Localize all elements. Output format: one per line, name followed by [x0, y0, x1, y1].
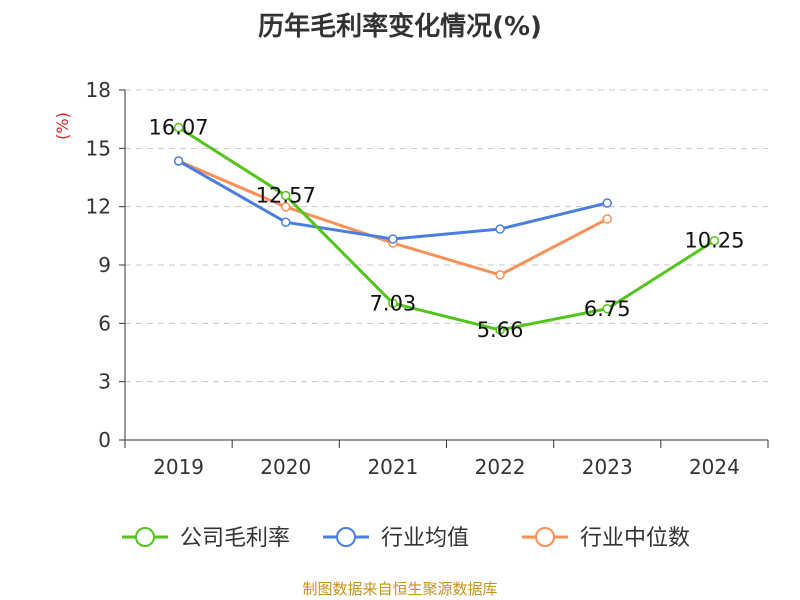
legend-marker: [135, 527, 155, 547]
series-line-0: [177, 126, 716, 332]
chart-title: 历年毛利率变化情况(%): [258, 12, 542, 42]
series-line-1: [177, 159, 608, 241]
data-point-1: [173, 156, 184, 166]
data-label: 5.66: [477, 318, 524, 342]
data-point-2: [602, 214, 612, 224]
legend-label: 公司毛利率: [180, 526, 290, 551]
legend-label: 行业均值: [381, 526, 469, 551]
x-tick-label: 2023: [582, 455, 633, 479]
data-label: 16.07: [149, 116, 209, 140]
data-label: 12.57: [256, 184, 316, 208]
data-point-0: [602, 304, 612, 314]
legend-label: 行业中位数: [580, 526, 690, 551]
data-point-0: [388, 298, 398, 309]
y-tick-label: 12: [86, 195, 111, 219]
x-tick-label: 2020: [260, 455, 311, 479]
legend-marker: [535, 527, 555, 547]
y-tick-label: 18: [86, 78, 111, 102]
y-tick-label: 3: [98, 370, 111, 394]
data-point-1: [495, 224, 505, 234]
source-footer: 制图数据来自恒生聚源数据库: [302, 580, 498, 598]
y-tick-label: 6: [98, 311, 111, 335]
y-axis-label: (%): [53, 112, 72, 140]
data-point-1: [281, 217, 291, 227]
data-point-2: [281, 202, 291, 212]
x-tick-label: 2021: [367, 455, 418, 479]
data-label: 7.03: [370, 291, 417, 315]
y-tick-label: 0: [98, 428, 111, 452]
legend-marker: [336, 527, 356, 547]
x-tick-label: 2024: [689, 455, 740, 479]
data-point-0: [709, 235, 720, 246]
data-point-1: [388, 234, 398, 244]
data-point-0: [173, 122, 184, 133]
data-label: 6.75: [584, 297, 631, 321]
y-tick-label: 9: [98, 253, 111, 277]
data-point-0: [281, 190, 291, 201]
data-point-0: [495, 325, 505, 335]
data-point-1: [602, 198, 612, 208]
data-label: 10.25: [684, 229, 744, 253]
y-tick-label: 15: [86, 136, 111, 160]
x-tick-label: 2022: [475, 455, 526, 479]
x-tick-label: 2019: [153, 455, 204, 479]
data-point-2: [495, 270, 505, 280]
